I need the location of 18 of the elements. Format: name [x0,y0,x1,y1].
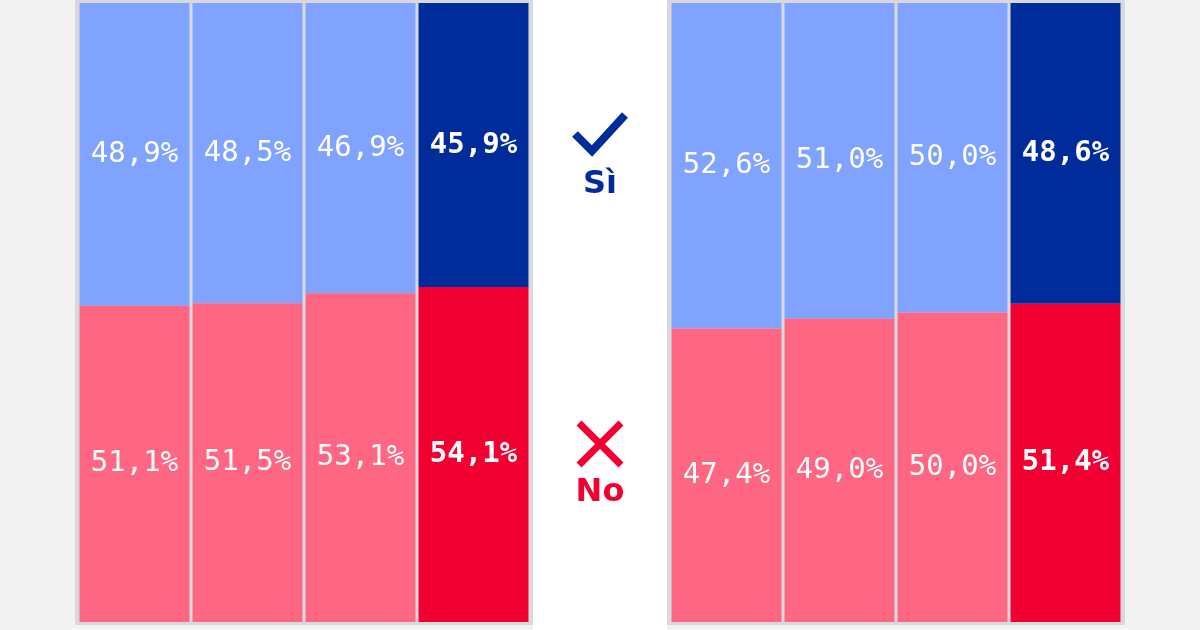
data-label: 48,6% [1021,133,1110,168]
data-label: 48,9% [90,134,179,169]
legend-label: Sì [582,163,617,201]
data-label: 46,9% [316,128,405,163]
data-label: 50,0% [908,138,997,173]
data-label: 53,1% [316,438,405,473]
data-label: 45,9% [429,125,518,160]
data-label: 51,1% [90,444,179,479]
data-label: 49,0% [795,450,884,485]
data-label: 51,4% [1021,443,1110,478]
data-label: 50,0% [908,447,997,482]
data-label: 51,0% [795,141,884,176]
data-label: 52,6% [682,146,771,181]
data-label: 51,5% [203,443,292,478]
data-label: 47,4% [682,455,771,490]
legend-label: No [575,471,625,509]
data-label: 54,1% [429,435,518,470]
data-label: 48,5% [203,133,292,168]
